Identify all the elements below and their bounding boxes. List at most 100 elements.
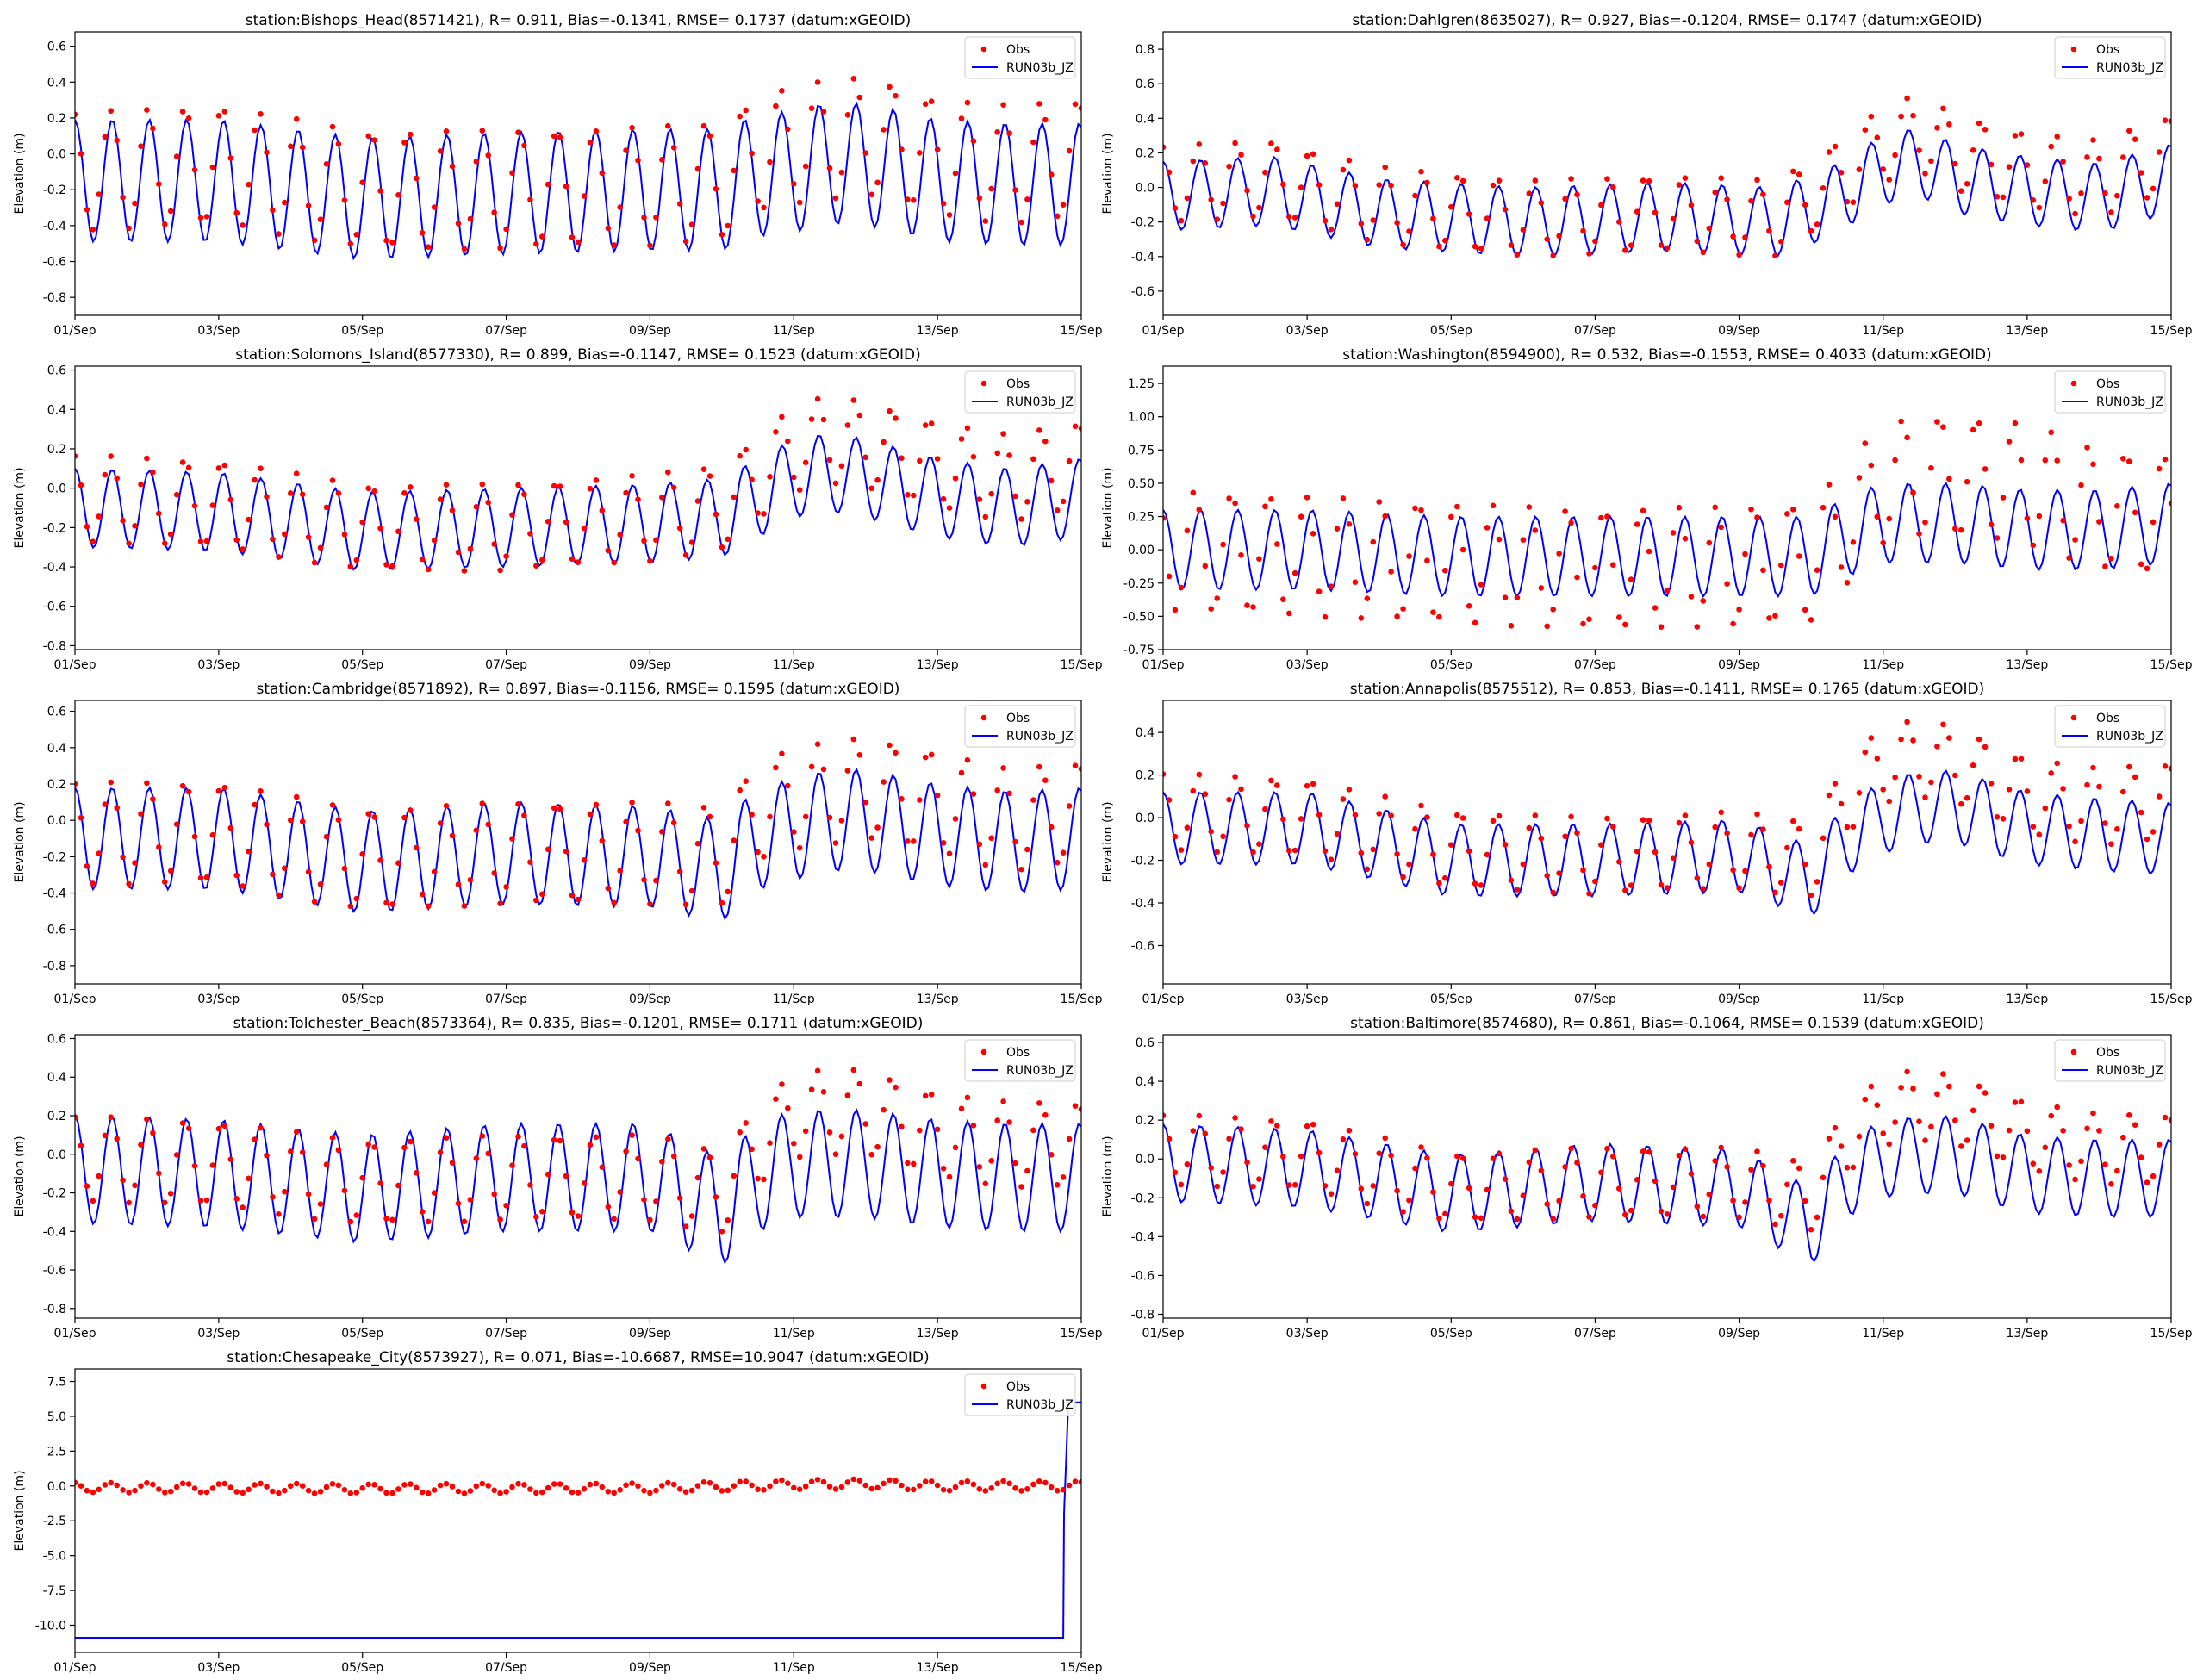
obs-point <box>731 1173 738 1179</box>
obs-point <box>167 531 174 538</box>
obs-point <box>670 1153 677 1160</box>
obs-point <box>1778 239 1784 245</box>
legend-obs-marker <box>2070 714 2077 721</box>
obs-point <box>359 519 366 526</box>
obs-point <box>1850 539 1857 545</box>
obs-point <box>2030 197 2037 203</box>
obs-point <box>796 1154 803 1160</box>
y-tick-label: -0.50 <box>1123 610 1155 624</box>
y-tick-label: 0.0 <box>47 814 66 828</box>
obs-point <box>976 1164 983 1170</box>
obs-point <box>353 232 360 238</box>
obs-point <box>1886 177 1892 183</box>
obs-point <box>108 1114 114 1120</box>
y-tick-label: -0.2 <box>1131 216 1155 230</box>
obs-point <box>755 1175 761 1182</box>
obs-point <box>629 124 635 131</box>
obs-point <box>826 457 833 464</box>
obs-point <box>1202 791 1209 797</box>
obs-point <box>688 221 695 227</box>
obs-point <box>144 455 150 462</box>
obs-point <box>814 79 821 85</box>
obs-point <box>2120 456 2126 462</box>
obs-point <box>1724 196 1730 202</box>
obs-point <box>665 1479 671 1486</box>
obs-point <box>755 1486 761 1492</box>
obs-point <box>1220 1169 1226 1175</box>
obs-point <box>431 1190 438 1196</box>
obs-point <box>1934 1091 1940 1098</box>
obs-point <box>623 489 629 496</box>
obs-point <box>503 1203 509 1209</box>
obs-point <box>868 191 874 198</box>
obs-point <box>911 1160 917 1167</box>
obs-point <box>952 816 959 822</box>
obs-point <box>905 1160 911 1167</box>
obs-point <box>862 150 868 156</box>
obs-point <box>1268 777 1274 784</box>
y-tick-label: 0.2 <box>47 778 66 792</box>
obs-point <box>185 115 192 121</box>
obs-point <box>515 129 521 135</box>
obs-point <box>2096 1128 2102 1134</box>
obs-point <box>2150 185 2157 192</box>
obs-point <box>767 159 773 165</box>
panel-baltimore: station:Baltimore(8574680), R= 0.861, Bi… <box>1101 1015 2193 1341</box>
obs-point <box>221 784 228 791</box>
obs-point <box>102 1482 109 1488</box>
obs-point <box>1250 849 1256 856</box>
obs-point <box>1874 1102 1881 1108</box>
x-tick-label: 15/Sep <box>1061 324 1103 338</box>
obs-point <box>1042 1111 1049 1118</box>
obs-point <box>1459 177 1466 184</box>
obs-point <box>1490 1155 1497 1161</box>
obs-point <box>1970 762 1976 768</box>
y-tick-label: -0.8 <box>43 960 66 974</box>
obs-point <box>150 796 156 802</box>
obs-point <box>191 166 198 173</box>
obs-point <box>1060 202 1067 208</box>
obs-point <box>1976 120 1982 127</box>
obs-point <box>785 1480 791 1486</box>
obs-point <box>1478 882 1484 888</box>
obs-point <box>120 1487 126 1493</box>
obs-point <box>2144 1179 2150 1185</box>
obs-point <box>838 1133 845 1140</box>
obs-point <box>1832 513 1839 520</box>
obs-point <box>1298 816 1304 822</box>
obs-point <box>305 1191 312 1198</box>
obs-point <box>982 1180 989 1187</box>
obs-point <box>1400 1209 1406 1215</box>
obs-point <box>1190 489 1197 496</box>
obs-point <box>1772 1221 1778 1228</box>
obs-point <box>401 140 408 146</box>
obs-point <box>611 899 617 906</box>
obs-point <box>1352 812 1359 818</box>
x-tick-label: 05/Sep <box>1430 992 1472 1006</box>
obs-point <box>737 787 743 793</box>
y-tick-label: 0.6 <box>1136 78 1155 91</box>
obs-point <box>1958 188 1964 194</box>
y-tick-label: -0.8 <box>43 1303 66 1316</box>
obs-point <box>1988 781 1995 787</box>
obs-point <box>419 556 426 563</box>
obs-point <box>1520 1192 1527 1198</box>
obs-point <box>1466 848 1472 855</box>
obs-point <box>2066 196 2072 202</box>
y-axis-label: Elevation (m) <box>13 133 27 214</box>
obs-point <box>850 397 857 403</box>
obs-point <box>868 1485 874 1492</box>
panel-chesapeake-city: station:Chesapeake_City(8573927), R= 0.0… <box>13 1349 1103 1675</box>
obs-point <box>958 436 965 442</box>
obs-point <box>335 490 342 496</box>
obs-point <box>299 1149 306 1155</box>
obs-point <box>1784 199 1790 206</box>
axes-frame <box>1162 365 2172 650</box>
legend-obs-label: Obs <box>2096 377 2119 391</box>
obs-point <box>575 239 582 246</box>
obs-point <box>2054 134 2060 140</box>
obs-point <box>233 1196 240 1202</box>
obs-point <box>647 1216 653 1223</box>
obs-point <box>917 1127 923 1134</box>
obs-point <box>893 1084 899 1091</box>
